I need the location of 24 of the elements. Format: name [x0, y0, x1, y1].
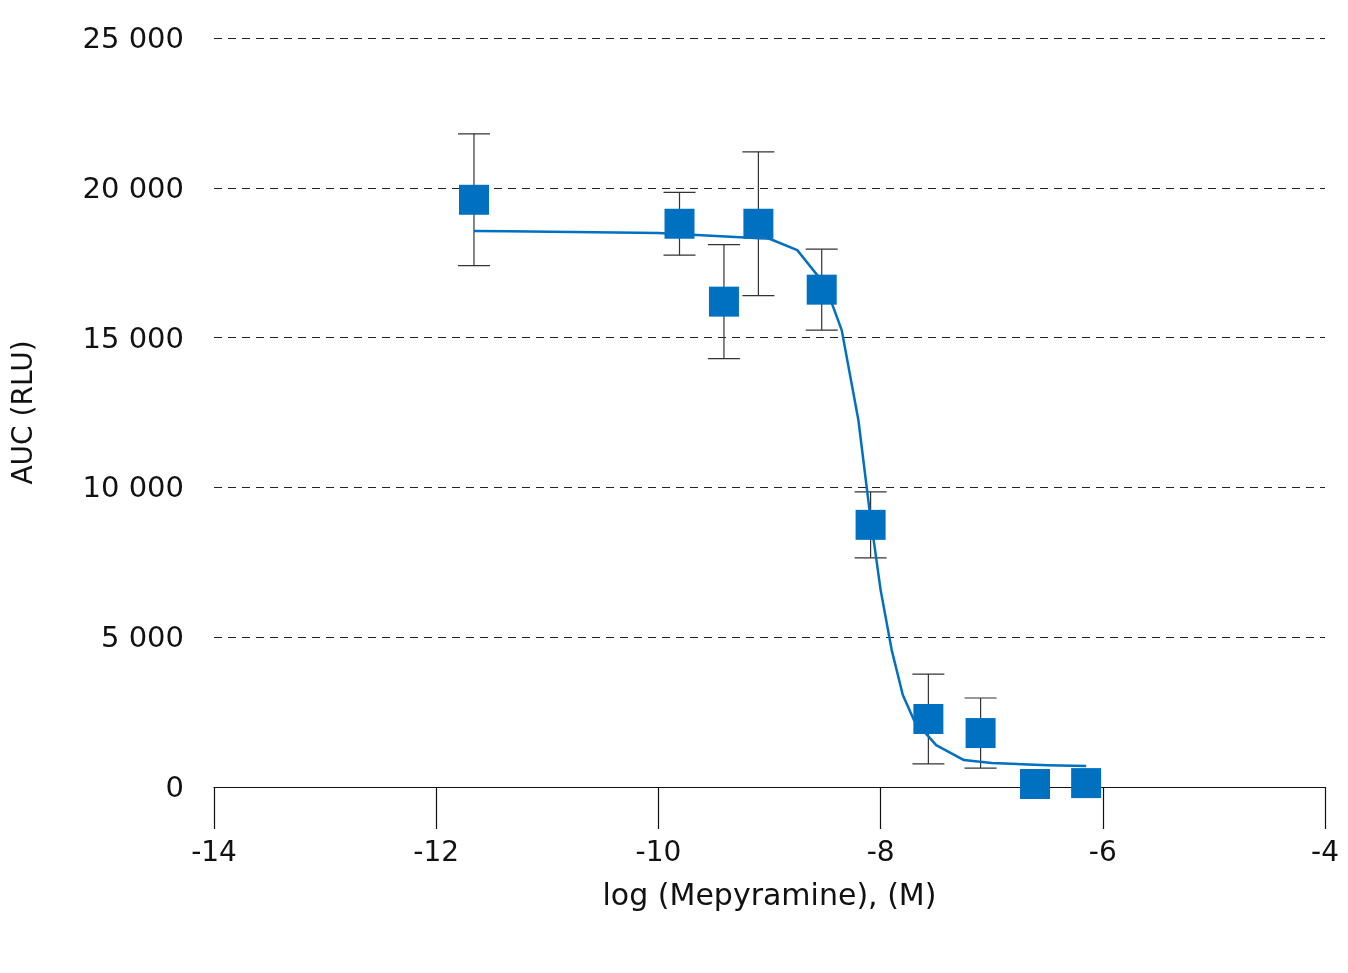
x-tick-label: -8	[866, 834, 895, 868]
point	[806, 274, 837, 305]
point	[1020, 769, 1051, 799]
point	[965, 718, 996, 749]
y-axis-title: AUC (RLU)	[5, 340, 39, 485]
x-tick-label: -6	[1088, 834, 1117, 868]
y-tick-label: 25 000	[82, 21, 184, 55]
y-tick-label: 5 000	[100, 620, 184, 655]
x-tick-label: -12	[413, 834, 460, 868]
y-tick-label: 15 000	[82, 320, 184, 355]
point	[664, 208, 695, 239]
point	[913, 703, 944, 734]
x-axis-title: log (Mepyramine), (M)	[602, 876, 937, 912]
y-tick-label: 20 000	[82, 170, 184, 205]
x-tick-label: -4	[1311, 834, 1339, 868]
point	[855, 509, 886, 540]
point	[743, 208, 774, 239]
point	[1071, 768, 1102, 799]
x-tick-label: -10	[635, 834, 682, 868]
y-tick-label: 0	[165, 770, 184, 804]
x-tick-label: -14	[191, 834, 237, 868]
point	[708, 286, 739, 317]
point	[458, 184, 489, 215]
y-tick-label: 10 000	[82, 470, 184, 505]
